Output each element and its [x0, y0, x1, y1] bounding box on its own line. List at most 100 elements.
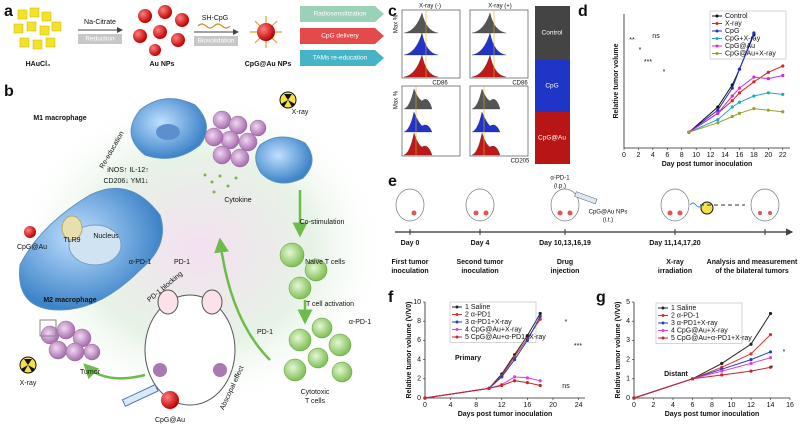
data-point	[752, 80, 756, 84]
x-axis-label: Day post tumor inoculation	[662, 161, 753, 168]
illustration-shape	[401, 9, 461, 79]
x-axis-label: Days post tumor inoculation	[458, 411, 553, 418]
illustration-shape	[175, 13, 189, 27]
illustration-shape	[204, 110, 267, 168]
illustration-shape	[13, 23, 24, 34]
legend-label: X-ray	[725, 20, 742, 27]
panel-label: a	[4, 3, 13, 20]
legend-swatch	[661, 336, 665, 340]
illustration-shape	[83, 363, 146, 380]
label: CpG@Au NPs	[245, 61, 292, 68]
label: HAuCl₄	[26, 61, 51, 68]
illustration-shape	[228, 115, 248, 135]
illustration-shape	[133, 29, 147, 43]
x-tick-label: 16	[524, 402, 532, 409]
legend-label: 2 α-PD-1	[671, 312, 699, 319]
illustration-shape	[535, 60, 570, 112]
y-axis-label: Relative tumor volume	[613, 43, 620, 118]
data-point	[730, 105, 734, 109]
data-point	[513, 375, 517, 379]
axis-label: CD86	[432, 81, 448, 87]
illustration-shape	[201, 289, 223, 315]
legend-label: CpG@Au+X-ray	[725, 50, 776, 57]
legend-swatch	[715, 37, 719, 40]
data-point	[730, 99, 734, 103]
illustration-shape	[41, 11, 52, 22]
x-tick-label: 2	[652, 402, 656, 409]
data-point	[730, 94, 734, 98]
legend-swatch	[455, 320, 459, 324]
y-tick-label: 3	[626, 337, 630, 344]
legend-label: 5 CpG@Au+α-PD1+X-ray	[671, 335, 752, 342]
y-axis-label: Relative tumor volume (V/V0)	[615, 302, 622, 399]
annotation: ns	[562, 383, 570, 390]
annotation: *	[783, 349, 786, 356]
data-point	[749, 369, 753, 373]
event-label: Drug	[557, 259, 573, 266]
illustration-shape	[249, 119, 267, 137]
illustration-shape	[238, 132, 258, 152]
illustration-shape	[203, 173, 207, 177]
data-point	[737, 100, 742, 104]
illustration-shape	[158, 5, 172, 19]
x-tick-label: 20	[764, 152, 772, 159]
illustration-shape	[403, 111, 433, 133]
annotation: *	[639, 47, 642, 54]
label: Tumor	[80, 369, 101, 376]
day-label: Day 10,13,16,19	[539, 240, 591, 247]
x-tick-label: 8	[474, 402, 478, 409]
label: (i.t.)	[603, 218, 613, 224]
label: CpG	[545, 83, 558, 90]
illustration-shape	[469, 9, 529, 79]
event-label: irradiation	[658, 268, 692, 275]
legend-swatch	[715, 14, 719, 18]
y-tick-label: 5	[626, 299, 630, 306]
y-tick-label: 2	[626, 356, 630, 363]
annotation: *	[663, 69, 666, 76]
data-point	[716, 108, 720, 112]
x-tick-label: 4	[651, 152, 655, 159]
illustration-shape	[281, 94, 295, 107]
illustration-shape	[39, 319, 57, 337]
illustration-shape	[311, 317, 333, 339]
data-point	[487, 386, 491, 390]
data-point	[538, 379, 542, 383]
illustration-shape	[17, 9, 28, 20]
data-point	[766, 108, 770, 112]
x-tick-label: 20	[549, 402, 557, 409]
event-label: Analysis and measurement	[707, 259, 798, 266]
illustration-shape	[304, 258, 328, 282]
illustration-shape	[471, 32, 507, 56]
data-point	[752, 75, 756, 79]
y-tick-label: 0	[626, 395, 630, 402]
legend-label: Control	[725, 13, 748, 20]
chart-title: Primary	[455, 355, 481, 362]
legend-swatch	[661, 306, 665, 310]
legend-swatch	[455, 313, 459, 316]
illustration-shape	[473, 210, 479, 216]
axis-label: CD205	[511, 159, 530, 165]
legend-swatch	[661, 329, 665, 332]
legend-swatch	[661, 314, 665, 317]
data-point	[749, 358, 753, 362]
illustration-shape	[212, 190, 216, 194]
illustration-shape	[78, 34, 122, 44]
illustration-shape	[288, 328, 312, 352]
illustration-shape	[68, 224, 122, 266]
x-tick-label: 0	[423, 402, 427, 409]
illustration-shape	[471, 54, 507, 78]
illustration-shape	[26, 21, 37, 32]
illustration-shape	[750, 188, 780, 222]
panel-e: e α-PD-1 (i.p.) CpG@Au NPs (i.t.)	[388, 173, 794, 236]
illustration-shape	[161, 391, 179, 409]
panel-label: g	[596, 289, 606, 306]
data-point	[781, 73, 785, 78]
x-tick-label: 6	[665, 152, 669, 159]
illustration-shape	[144, 294, 236, 406]
illustration-shape	[13, 7, 62, 50]
x-tick-label: 8	[680, 152, 684, 159]
illustration-shape	[230, 148, 250, 168]
x-tick-label: 24	[575, 402, 583, 409]
label: Naive T cells	[305, 259, 345, 266]
